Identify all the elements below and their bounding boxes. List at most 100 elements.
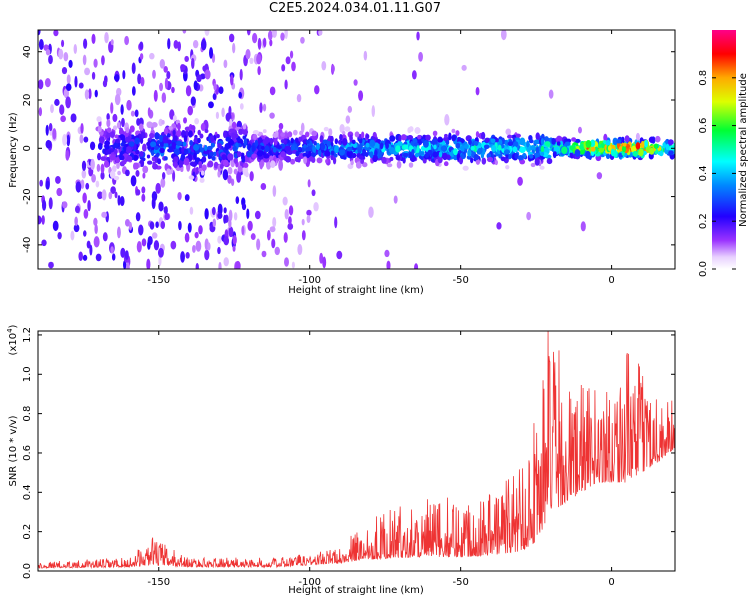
- spectrogram-noise-blob: [222, 169, 229, 181]
- spectrogram-noise-blob: [170, 240, 177, 250]
- spectrogram-noise-blob: [130, 175, 137, 187]
- spectrogram-noise-blob: [202, 65, 208, 72]
- spectrogram-band-blob: [514, 152, 519, 160]
- spectrogram-noise-blob: [228, 219, 232, 229]
- spectrogram-band-blob: [129, 125, 135, 133]
- spectrogram-band-blob: [204, 144, 208, 152]
- spectrogram-noise-blob: [272, 216, 277, 228]
- colorbar-ticks: 0.0 0.2 0.4 0.6 0.8: [698, 70, 736, 277]
- spectrogram-band-blob: [182, 141, 187, 147]
- spectrogram-noise-blob: [217, 212, 223, 219]
- spectrogram-noise-blob: [257, 37, 262, 50]
- spectrogram-band-blob: [332, 156, 337, 165]
- spectrogram-band-blob: [505, 164, 510, 170]
- spectrogram-band-blob: [154, 132, 160, 140]
- spectrogram-band-blob: [407, 127, 412, 134]
- spectrogram-noise-blob: [393, 195, 398, 204]
- spectrogram-y-tick-label: -20: [22, 188, 33, 204]
- spectrogram-noise-blob: [184, 194, 190, 202]
- spectrogram-band-blob: [585, 139, 592, 148]
- spectrogram-band-blob: [448, 132, 452, 141]
- spectrogram-noise-blob: [260, 182, 267, 191]
- spectrogram-band-blob: [326, 140, 331, 147]
- spectrogram-noise-blob: [110, 102, 114, 114]
- spectrogram-noise-blob: [38, 215, 42, 225]
- spectrogram-noise-blob: [91, 173, 96, 183]
- spectrogram-band-blob: [180, 167, 184, 172]
- snr-axes: -150 -100 -50 0 0.0 0.2 0.4 0.6 0.8 1.0 1.2: [22, 327, 675, 588]
- spectrogram-noise-blob: [151, 232, 158, 239]
- spectrogram-band-blob: [362, 162, 368, 168]
- spectrogram-band-blob: [280, 132, 286, 137]
- spectrogram-band-blob: [432, 130, 438, 137]
- spectrogram-band-blob: [96, 163, 101, 172]
- spectrogram-band-blob: [245, 171, 249, 178]
- spectrogram-band-blob: [252, 134, 258, 141]
- spectrogram-band-blob: [285, 155, 292, 163]
- spectrogram-band-blob: [519, 159, 526, 165]
- spectrogram-band-blob: [372, 154, 378, 163]
- spectrogram-band-blob: [443, 161, 449, 167]
- spectrogram-band-blob: [294, 137, 299, 143]
- spectrogram-band-blob: [494, 159, 498, 166]
- spectrogram-band-blob: [605, 153, 611, 160]
- spectrogram-noise-blob: [94, 224, 98, 235]
- spectrogram-band-blob: [149, 132, 155, 139]
- spectrogram-band-blob: [264, 145, 270, 153]
- spectrogram-band-blob: [427, 149, 433, 156]
- spectrogram-noise-blob: [232, 245, 236, 252]
- spectrogram-band-blob: [397, 141, 403, 147]
- spectrogram-noise-blob: [307, 179, 311, 188]
- spectrogram-band-blob: [423, 140, 429, 148]
- spectrogram-noise-blob: [345, 115, 351, 124]
- spectrogram-noise-blob: [259, 102, 263, 114]
- spectrogram-band-blob: [163, 127, 168, 135]
- spectrogram-noise-blob: [94, 89, 98, 98]
- spectrogram-noise-blob: [289, 50, 294, 59]
- spectrogram-band-blob: [269, 155, 274, 161]
- spectrogram-noise-blob: [204, 249, 210, 261]
- spectrogram-band-blob: [662, 142, 667, 149]
- spectrogram-band-blob: [517, 155, 524, 161]
- spectrogram-noise-blob: [180, 64, 186, 71]
- spectrogram-band-blob: [109, 154, 116, 161]
- spectrogram-noise-blob: [163, 206, 168, 214]
- spectrogram-band-blob: [451, 128, 456, 134]
- spectrogram-noise-blob: [230, 74, 234, 86]
- spectrogram-y-label: Frequency (Hz): [8, 112, 19, 188]
- spectrogram-band-blob: [616, 139, 622, 144]
- spectrogram-noise-blob: [117, 226, 121, 239]
- spectrogram-band-blob: [176, 140, 183, 146]
- spectrogram-band-blob: [297, 155, 301, 163]
- spectrogram-band-blob: [172, 129, 176, 137]
- spectrogram-x-tick-label: -50: [452, 275, 468, 286]
- spectrogram-panel: -150 -100 -50 0 -40 -20 0 20 40 Height of straig…: [8, 29, 676, 296]
- snr-panel: -150 -100 -50 0 0.0 0.2 0.4 0.6 0.8 1.0 1.2 Height…: [6, 324, 676, 596]
- spectrogram-band-blob: [610, 148, 615, 157]
- spectrogram-band-blob: [304, 131, 310, 138]
- spectrogram-band-blob: [485, 137, 490, 143]
- spectrogram-noise-blob: [61, 39, 65, 48]
- spectrogram-noise-blob: [122, 70, 126, 80]
- spectrogram-noise-blob: [160, 220, 166, 230]
- spectrogram-band-blob: [462, 165, 469, 171]
- spectrogram-band-blob: [150, 150, 155, 156]
- spectrogram-band-blob: [486, 156, 494, 163]
- spectrogram-noise-blob: [185, 85, 192, 97]
- spectrogram-band-blob: [298, 146, 302, 152]
- spectrogram-band-blob: [529, 145, 536, 151]
- spectrogram-noise-blob: [70, 113, 77, 123]
- spectrogram-band-blob: [365, 133, 370, 139]
- spectrogram-band-blob: [460, 144, 465, 152]
- spectrogram-noise-blob: [166, 71, 171, 80]
- spectrogram-band-blob: [649, 147, 655, 155]
- spectrogram-band-blob: [260, 145, 265, 150]
- spectrogram-noise-blob: [189, 206, 194, 215]
- snr-series-line: [38, 331, 675, 570]
- spectrogram-noise-blob: [126, 99, 132, 111]
- spectrogram-band-blob: [211, 155, 216, 161]
- spectrogram-band-blob: [295, 150, 300, 155]
- spectrogram-noise-blob: [84, 67, 91, 76]
- spectrogram-noise-blob: [90, 158, 95, 171]
